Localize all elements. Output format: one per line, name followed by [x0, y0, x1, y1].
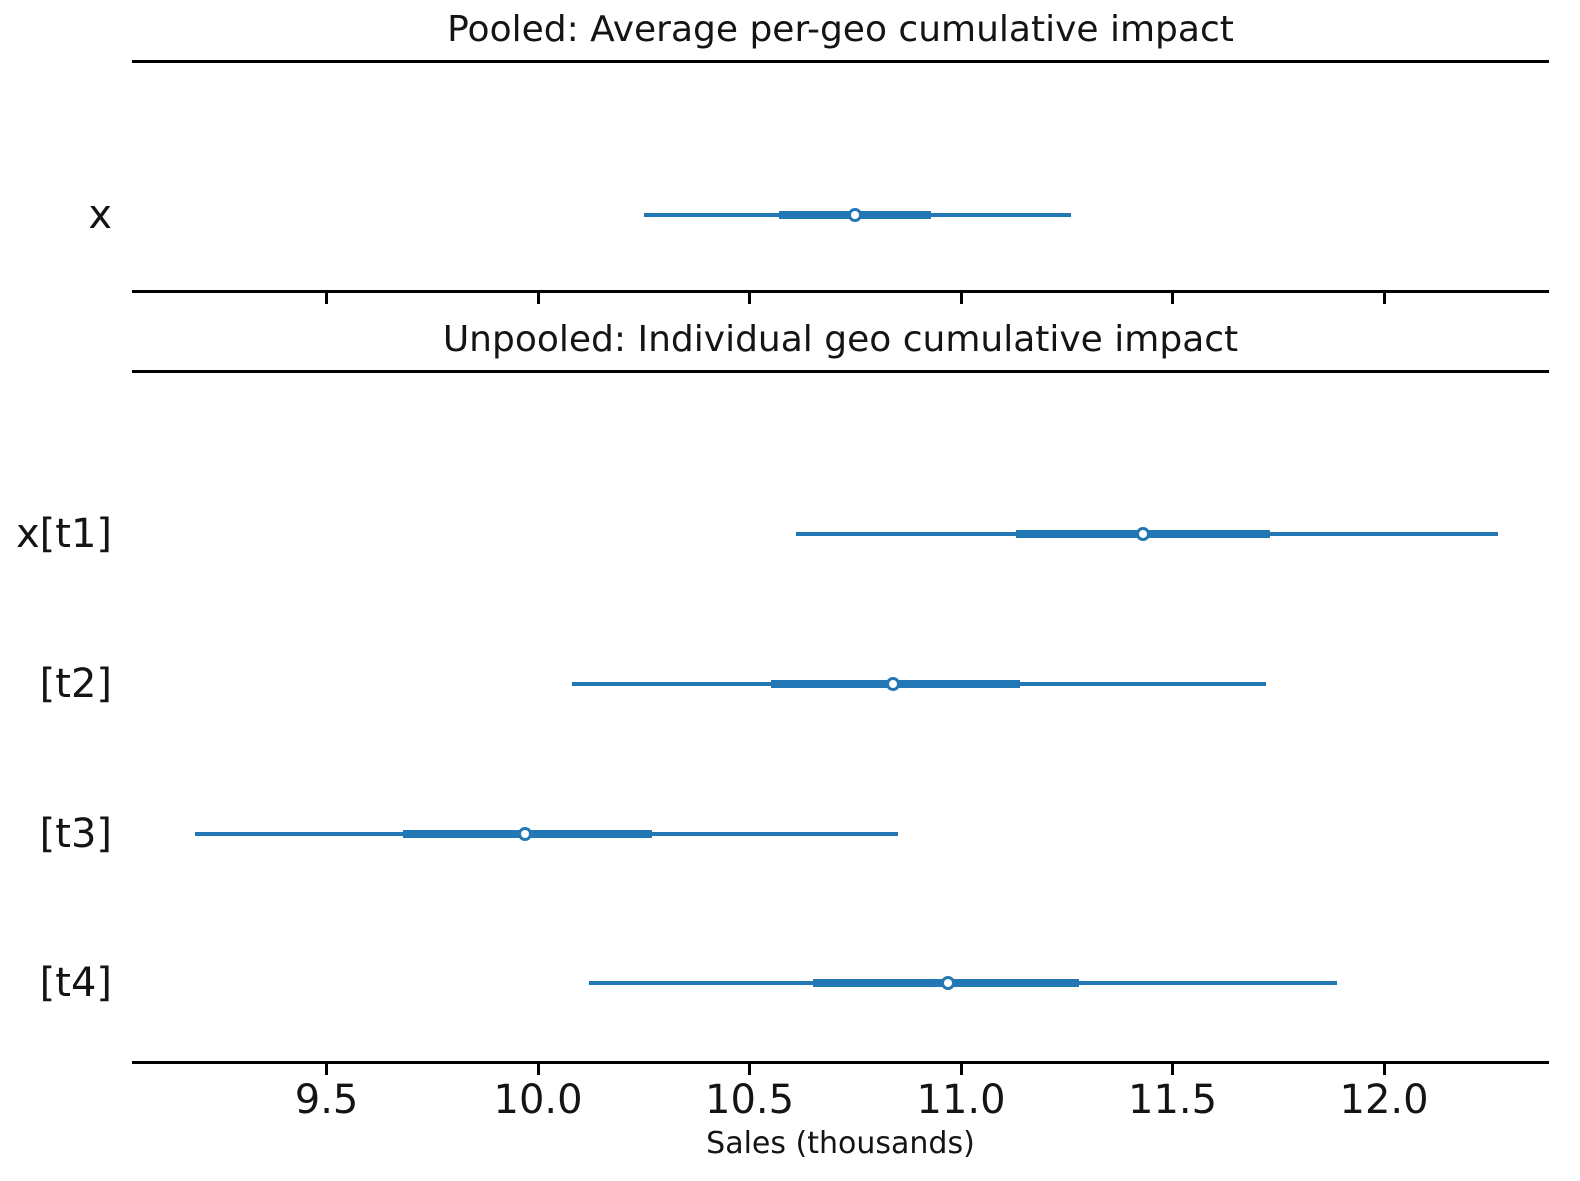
median-marker: [1135, 527, 1150, 541]
pooled-panel-title: Pooled: Average per-geo cumulative impac…: [447, 9, 1234, 50]
x-tick: [325, 1062, 329, 1075]
panel-top-border: [132, 60, 1549, 63]
x-tick-label: 11.5: [1128, 1077, 1218, 1123]
x-tick: [748, 291, 752, 304]
row-label: [t4]: [39, 960, 112, 1006]
median-marker: [886, 677, 901, 691]
row-label: [t3]: [39, 811, 112, 857]
x-tick: [1382, 291, 1386, 304]
x-axis-line: [132, 1061, 1549, 1064]
x-tick: [325, 291, 329, 304]
row-label: x: [88, 192, 112, 238]
median-marker: [941, 976, 956, 990]
x-tick: [1171, 291, 1175, 304]
x-tick-label: 12.0: [1339, 1077, 1429, 1123]
panel-top-border: [132, 370, 1549, 373]
x-tick: [959, 1062, 963, 1075]
x-tick-label: 11.0: [916, 1077, 1006, 1123]
x-tick: [1171, 1062, 1175, 1075]
row-label: x[t1]: [15, 511, 112, 557]
x-tick-label: 10.5: [705, 1077, 795, 1123]
median-marker: [518, 827, 533, 841]
x-tick: [748, 1062, 752, 1075]
median-marker: [848, 208, 863, 222]
x-axis-label: Sales (thousands): [706, 1126, 975, 1161]
x-tick: [1382, 1062, 1386, 1075]
x-tick-label: 9.5: [294, 1077, 359, 1123]
unpooled-panel-title: Unpooled: Individual geo cumulative impa…: [442, 319, 1239, 360]
x-tick: [959, 291, 963, 304]
x-tick: [536, 1062, 540, 1075]
x-axis-line: [132, 290, 1549, 293]
x-tick-label: 10.0: [493, 1077, 583, 1123]
row-label: [t2]: [39, 661, 112, 707]
x-tick: [536, 291, 540, 304]
